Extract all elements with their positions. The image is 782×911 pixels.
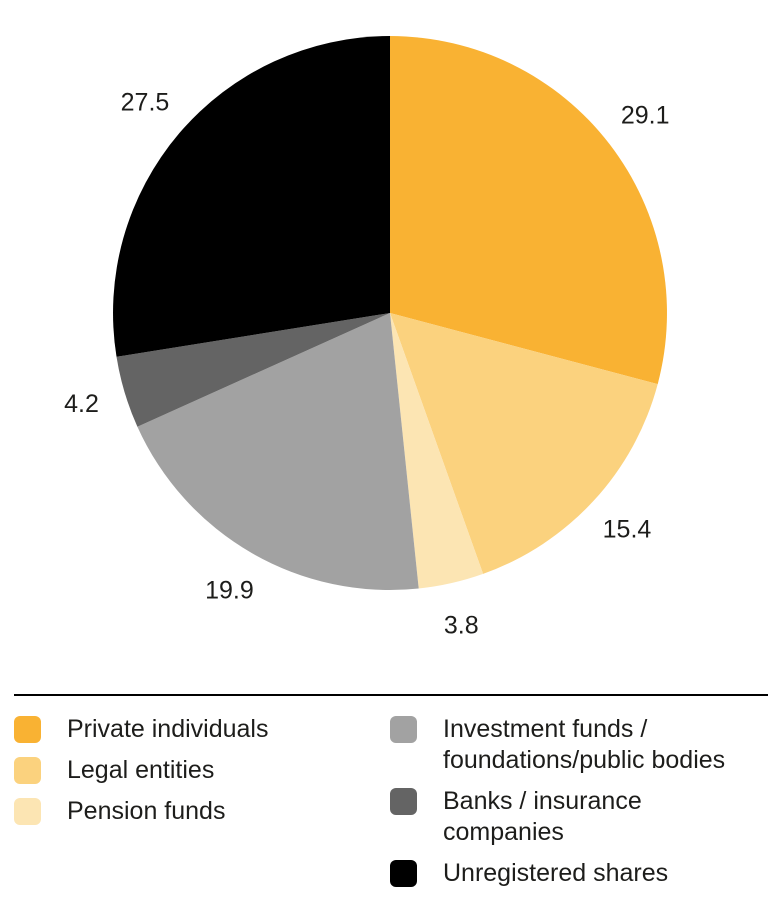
legend-swatch-legal-entities	[14, 757, 41, 784]
legend-column: Private individuals Legal entities Pension…	[14, 714, 390, 889]
legend-label: Unregistered shares	[443, 859, 669, 887]
pie-slice-investment-funds-foundations-public-bodies	[137, 313, 419, 590]
legend-swatch-investment-funds-foundations-public-bodies	[390, 716, 417, 743]
legend-label: Pension funds	[67, 797, 226, 825]
legend-item-banks-insurance-companies: Banks / insurance companies	[390, 786, 768, 848]
legend-label: Banks / insurance companies	[443, 787, 642, 846]
legend-swatch-unregistered-shares	[390, 860, 417, 887]
legend-item-unregistered-shares: Unregistered shares	[390, 858, 768, 889]
legend-label: Investment funds / foundations/public bod…	[443, 715, 726, 774]
legend-swatch-banks-insurance-companies	[390, 788, 417, 815]
legend-item-legal-entities: Legal entities	[14, 755, 390, 786]
value-label-legal-entities: 15.4	[603, 516, 652, 544]
pie-slice-legal-entities	[390, 313, 658, 574]
value-label-investment-funds-foundations-public-bodies: 19.9	[205, 577, 254, 605]
legend-swatch-pension-funds	[14, 798, 41, 825]
pie-slice-unregistered-shares	[113, 36, 391, 357]
legend-column: Investment funds / foundations/public bod…	[390, 714, 768, 889]
legend: Private individuals Legal entities Pension…	[14, 694, 768, 889]
legend-item-investment-funds-foundations-public-bodies: Investment funds / foundations/public bod…	[390, 714, 768, 776]
pie-slice-pension-funds	[390, 313, 484, 589]
legend-columns: Private individuals Legal entities Pension…	[14, 696, 768, 889]
value-label-unregistered-shares: 27.5	[121, 89, 170, 117]
legend-label: Legal entities	[67, 756, 215, 784]
value-label-banks-insurance-companies: 4.2	[64, 390, 99, 418]
pie-slice-banks-insurance-companies	[116, 313, 390, 427]
legend-label: Private individuals	[67, 715, 269, 743]
legend-divider-line	[14, 694, 768, 696]
pie-slice-private-individuals	[390, 36, 667, 385]
pie-chart: 29.1 15.4 3.8 19.9 4.2 27.5	[64, 36, 670, 640]
value-label-private-individuals: 29.1	[621, 101, 670, 129]
legend-item-private-individuals: Private individuals	[14, 714, 390, 745]
legend-item-pension-funds: Pension funds	[14, 796, 390, 827]
value-label-pension-funds: 3.8	[444, 612, 479, 640]
legend-swatch-private-individuals	[14, 716, 41, 743]
